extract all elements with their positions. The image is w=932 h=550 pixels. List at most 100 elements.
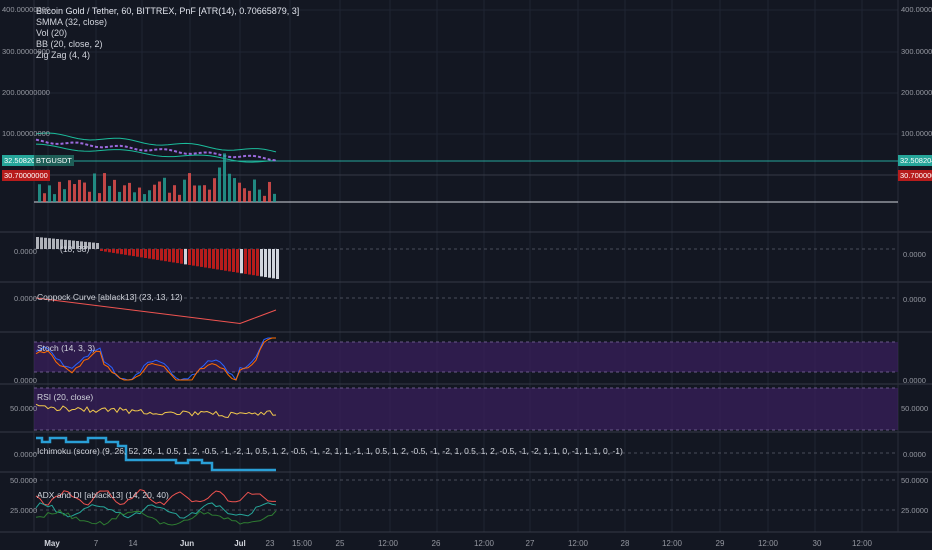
stoch-axis-right: 0.0000 — [903, 376, 926, 385]
adx-pane[interactable] — [34, 479, 898, 526]
rsi-line — [35, 403, 277, 419]
osc-bar — [120, 249, 123, 255]
osc-bar — [40, 237, 43, 249]
osc-bar — [48, 238, 51, 249]
osc-bar — [72, 240, 75, 249]
osc-bar — [76, 241, 79, 249]
coppock-pane-label[interactable]: Coppock Curve [ablack13] (23, 13, 12) — [37, 292, 183, 302]
osc-bar — [148, 249, 151, 259]
volume-bar — [148, 190, 151, 202]
osc-axis-left: 0.0000 — [14, 247, 37, 256]
osc-bar — [128, 249, 131, 256]
volume-bar — [63, 189, 66, 202]
osc-bar — [240, 249, 243, 274]
indicator-bb[interactable]: BB (20, close, 2) — [36, 39, 103, 49]
osc-bar — [256, 249, 259, 276]
price-axis-left-400: 400.00000000 — [2, 5, 50, 14]
osc-bar — [132, 249, 135, 257]
smma-line — [35, 138, 277, 162]
price-axis-left-200: 200.00000000 — [2, 88, 50, 97]
coppock-line — [35, 297, 277, 325]
low-price-badge-left: 30.70000000 — [2, 170, 50, 181]
volume-bar — [258, 189, 261, 202]
volume-bar — [98, 193, 101, 202]
time-axis-label: 12:00 — [567, 539, 589, 548]
volume-bar — [108, 185, 111, 202]
time-axis-label: 12:00 — [851, 539, 873, 548]
osc-bar — [248, 249, 251, 275]
time-axis-label: 7 — [93, 539, 99, 548]
volume-bar — [198, 185, 201, 202]
bb-lower-line — [35, 143, 277, 163]
adx-axis-left-top: 50.0000 — [10, 476, 38, 485]
ichimoku-pane-label[interactable]: Ichimoku (score) (9, 26, 52, 26, 1, 0.5,… — [37, 446, 623, 456]
rsi-pane-label[interactable]: RSI (20, close) — [37, 392, 94, 402]
volume-bar — [188, 173, 191, 202]
osc-bar — [228, 249, 231, 272]
volume-bar — [218, 167, 221, 202]
osc-bar — [268, 249, 271, 278]
bb-upper-line — [35, 132, 277, 153]
volume-bar — [163, 177, 166, 202]
osc-axis-right: 0.0000 — [903, 250, 926, 259]
volume-bar — [103, 173, 106, 202]
osc-bar — [192, 249, 195, 266]
main-price-pane[interactable] — [34, 132, 898, 203]
time-axis-label: 23 — [265, 539, 275, 548]
osc-bar — [140, 249, 143, 258]
rsi-pane[interactable] — [34, 387, 898, 431]
time-axis-label: 12:00 — [661, 539, 683, 548]
time-axis-label: May — [44, 539, 60, 548]
osc-bar — [232, 249, 235, 272]
osc-bar — [36, 237, 39, 249]
indicator-vol[interactable]: Vol (20) — [36, 28, 68, 38]
osc-bar — [108, 249, 111, 253]
volume-bar — [83, 182, 86, 202]
osc-bar — [184, 249, 187, 265]
volume-bar — [113, 179, 116, 202]
volume-bar — [263, 195, 266, 202]
adx-pane-label[interactable]: ADX and DI [ablack13] (14, 20, 40) — [37, 490, 169, 500]
volume-bar — [273, 193, 276, 202]
price-axis-right-300: 300.00000000 — [901, 47, 932, 56]
osc-bar — [152, 249, 155, 260]
time-axis-label: 12:00 — [757, 539, 779, 548]
volume-bar — [158, 181, 161, 202]
price-axis-right-400: 400.00000000 — [901, 5, 932, 14]
osc-pane-label[interactable]: (18, 38) — [60, 244, 90, 254]
osc-bar — [168, 249, 171, 262]
ichimoku-pane[interactable] — [34, 436, 898, 472]
indicator-zigzag[interactable]: Zig Zag (4, 4) — [36, 50, 91, 60]
volume-bar — [123, 185, 126, 202]
price-axis-left-300: 300.00000000 — [2, 47, 50, 56]
volume-bar — [233, 178, 236, 202]
rsi-band — [34, 388, 898, 430]
stoch-pane-label[interactable]: Stoch (14, 3, 3) — [37, 343, 96, 353]
symbol-price-badge: BTGUSDT — [34, 155, 74, 166]
osc-bar — [276, 249, 279, 279]
volume-bar — [223, 153, 226, 202]
volume-bar — [138, 187, 141, 202]
coppock-pane[interactable] — [34, 297, 898, 325]
time-axis-label: 28 — [620, 539, 630, 548]
indicator-smma[interactable]: SMMA (32, close) — [36, 17, 108, 27]
price-axis-right-100: 100.00000000 — [901, 129, 932, 138]
stoch-band — [34, 342, 898, 372]
chart-legend: Bitcoin Gold / Tether, 60, BITTREX, PnF … — [36, 6, 299, 61]
oscillator-pane[interactable] — [34, 237, 898, 279]
osc-bar — [88, 242, 91, 249]
osc-bar — [164, 249, 167, 262]
stoch-pane[interactable] — [34, 337, 898, 382]
volume-bar — [253, 179, 256, 202]
osc-bar — [252, 249, 255, 276]
volume-bar — [143, 194, 146, 202]
osc-bar — [196, 249, 199, 267]
osc-bar — [244, 249, 247, 274]
volume-bar — [58, 181, 61, 202]
osc-bar — [204, 249, 207, 268]
volume-bar — [78, 179, 81, 202]
current-price-badge-left: 32.50820434 — [2, 155, 50, 166]
price-axis-left-100: 100.00000000 — [2, 129, 50, 138]
symbol-title[interactable]: Bitcoin Gold / Tether, 60, BITTREX, PnF … — [36, 6, 300, 16]
